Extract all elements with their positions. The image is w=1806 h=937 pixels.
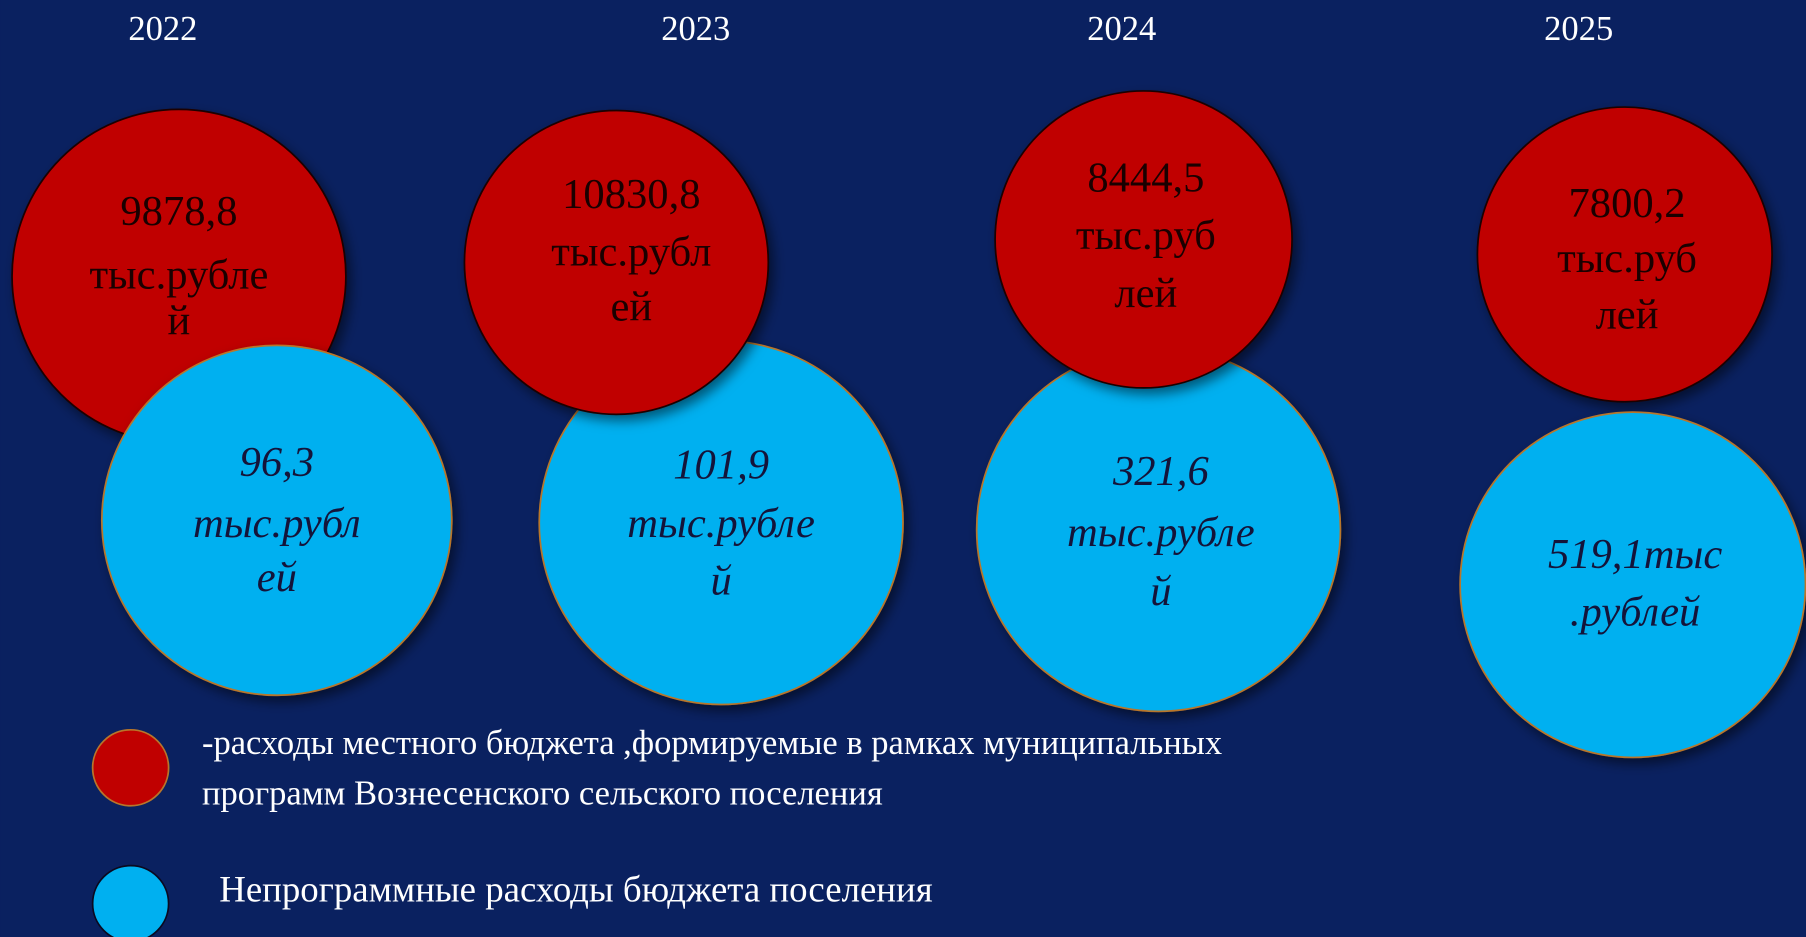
- nonprogram-label: тыс.рубл: [193, 500, 361, 547]
- nonprogram-label: ей: [257, 554, 297, 601]
- nonprogram-label: й: [1150, 568, 1171, 615]
- program-label: й: [168, 297, 191, 344]
- program-circle: [994, 90, 1293, 389]
- legend-program-swatch: [91, 728, 170, 807]
- program-label: 9878,8: [120, 188, 237, 235]
- nonprogram-label: тыс.рубле: [1067, 509, 1255, 556]
- program-label: тыс.рубле: [89, 251, 268, 298]
- nonprogram-label: 519,1тыс: [1548, 531, 1722, 578]
- legend-program-text: программ Вознесенского сельского поселен…: [202, 774, 883, 812]
- nonprogram-label: й: [710, 558, 731, 605]
- program-label: тыс.рубл: [551, 228, 711, 275]
- program-label: тыс.руб: [1557, 235, 1697, 282]
- nonprogram-label: .рублей: [1570, 589, 1700, 636]
- year-label: 2024: [1087, 10, 1156, 48]
- year-label: 2022: [128, 10, 197, 48]
- nonprogram-label: тыс.рубле: [627, 500, 815, 547]
- nonprogram-circle: [100, 344, 453, 697]
- legend-nonprogram-swatch: [91, 864, 170, 937]
- program-label: 10830,8: [562, 171, 700, 218]
- program-label: 8444,5: [1087, 155, 1204, 202]
- legend-program-text: -расходы местного бюджета ,формируемые в…: [202, 724, 1222, 762]
- program-label: лей: [1596, 292, 1659, 339]
- nonprogram-label: 96,3: [240, 439, 315, 486]
- nonprogram-label: 101,9: [673, 441, 769, 488]
- program-circle: [1476, 106, 1773, 403]
- program-label: ей: [610, 284, 652, 331]
- program-label: лей: [1114, 270, 1177, 317]
- program-label: 7800,2: [1568, 180, 1685, 227]
- year-label: 2025: [1544, 10, 1613, 48]
- program-circle: [463, 109, 770, 416]
- legend-nonprogram-text: Непрограммные расходы бюджета поселения: [219, 869, 932, 910]
- nonprogram-label: 321,6: [1112, 448, 1210, 495]
- nonprogram-circle: [1459, 411, 1806, 759]
- program-label: тыс.руб: [1076, 212, 1216, 259]
- year-label: 2023: [661, 10, 730, 48]
